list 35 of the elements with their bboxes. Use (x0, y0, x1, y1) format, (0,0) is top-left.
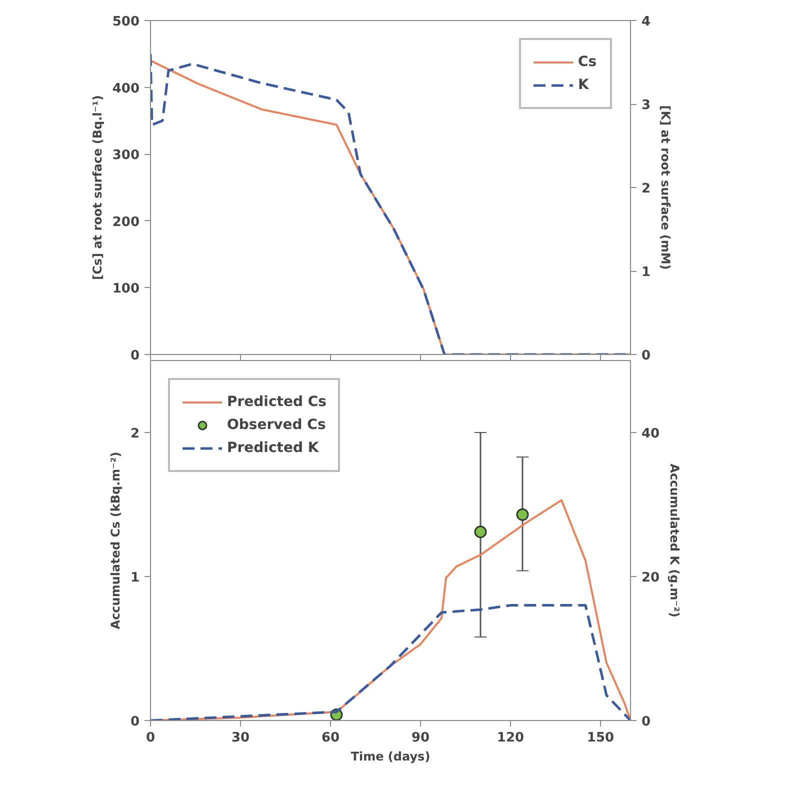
legend-label: Observed Cs (227, 417, 326, 433)
x-tick-label: 90 (411, 730, 430, 746)
legend-label: Cs (578, 54, 598, 70)
y-tick-label: 400 (112, 81, 140, 96)
y-axis-title: Accumulated Cs (kBq.m⁻²) (108, 452, 122, 630)
y-tick-label: 200 (112, 214, 140, 230)
y2-axis-title: [K] at root surface (mM) (658, 105, 673, 270)
point (474, 526, 487, 538)
y2-tick-label: 1 (642, 265, 651, 280)
x-tick-label: 120 (496, 730, 524, 746)
x-tick-label: 0 (146, 730, 156, 746)
y2-tick-label: 0 (642, 348, 651, 364)
y-tick-label: 2 (130, 426, 140, 442)
y-axis-title: [Cs] at root surface (Bq.l⁻¹) (90, 95, 104, 280)
point (516, 508, 529, 521)
y2-tick-label: 4 (642, 14, 651, 30)
y2-tick-label: 20 (642, 570, 660, 586)
y-tick-label: 500 (112, 14, 140, 30)
y-tick-label: 300 (112, 148, 140, 164)
x-tick-label: 150 (586, 730, 614, 746)
y2-axis-title: Accumulated K (g.m⁻²) (668, 464, 682, 618)
legend-label: K (578, 77, 590, 93)
y2-tick-label: 40 (642, 426, 660, 442)
legend-label: Predicted Cs (227, 394, 326, 410)
y2-tick-label: 2 (642, 182, 651, 196)
x-tick-label: 60 (321, 730, 340, 746)
legend-label: Predicted K (227, 440, 319, 456)
y2-tick-label: 3 (642, 98, 651, 113)
x-tick-label: 30 (231, 730, 250, 746)
y-tick-label: 1 (130, 570, 140, 586)
y-tick-label: 100 (112, 282, 140, 297)
x-axis-title: Time (days) (350, 750, 430, 764)
y2-tick-label: 0 (642, 714, 651, 730)
y-tick-label: 0 (130, 714, 140, 730)
y-tick-label: 0 (130, 348, 140, 364)
